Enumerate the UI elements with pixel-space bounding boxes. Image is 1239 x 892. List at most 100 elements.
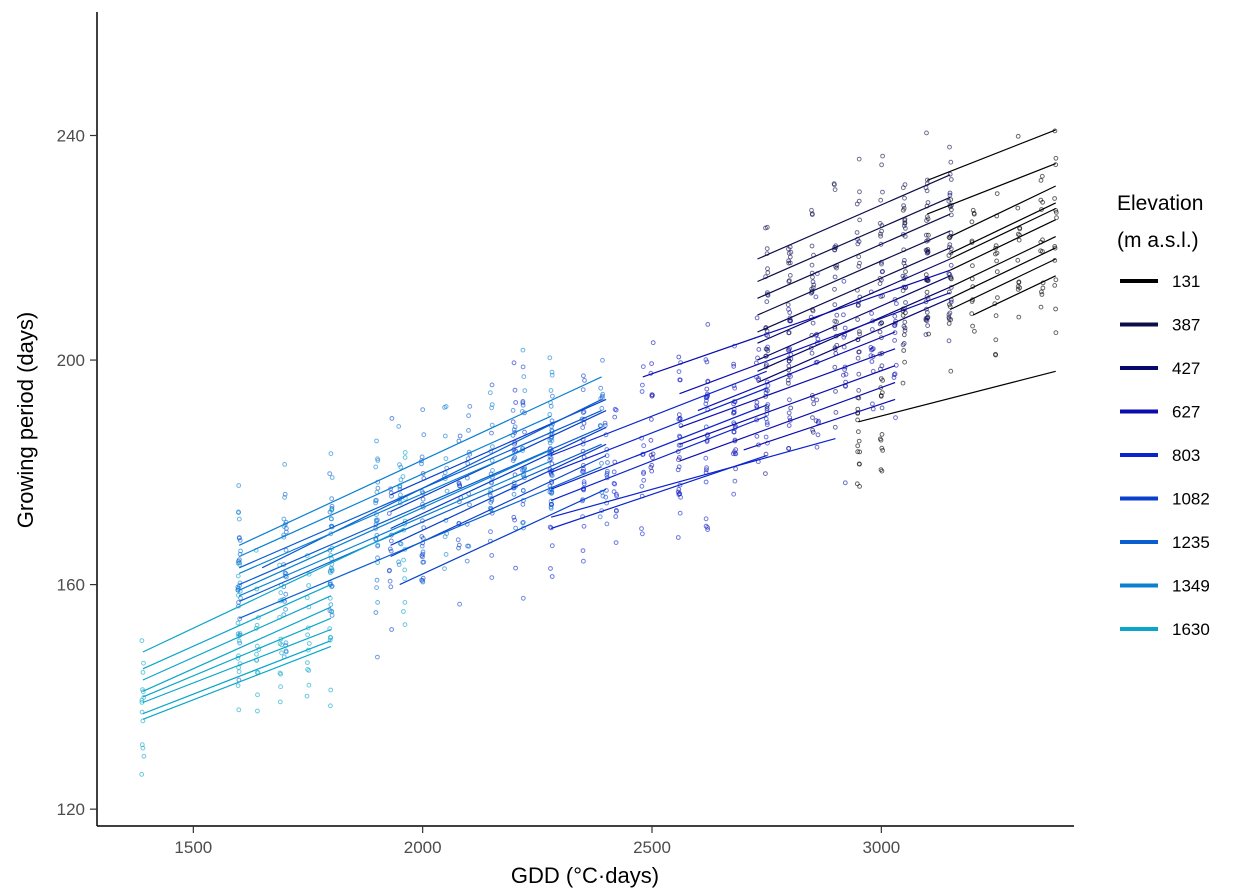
data-point: [857, 484, 862, 489]
data-point: [703, 516, 709, 522]
data-point: [329, 475, 335, 480]
data-point: [788, 405, 794, 411]
data-point: [513, 565, 518, 571]
data-point: [236, 600, 241, 605]
data-point: [832, 274, 838, 280]
regression-line: [142, 628, 332, 704]
data-point: [902, 319, 908, 325]
regression-line: [142, 617, 332, 698]
data-point: [857, 217, 862, 223]
data-point: [602, 420, 608, 426]
data-point: [306, 583, 312, 588]
data-point: [235, 573, 241, 579]
data-point: [282, 495, 288, 500]
data-point: [139, 709, 145, 715]
data-point: [946, 316, 952, 322]
data-point: [948, 212, 954, 218]
data-point: [733, 451, 739, 457]
regression-line: [142, 640, 332, 715]
data-point: [402, 600, 408, 605]
data-point: [374, 577, 380, 583]
data-point: [488, 529, 493, 535]
data-point: [397, 462, 402, 468]
data-point: [678, 494, 683, 500]
regression-line: [926, 163, 1056, 215]
data-point: [581, 558, 586, 564]
data-point: [612, 406, 618, 412]
data-point: [675, 535, 681, 540]
data-point: [788, 318, 793, 323]
data-point: [548, 403, 554, 409]
regression-line: [261, 398, 602, 569]
legend: Elevation (m a.s.l.) 131 387 427 627 803 1082…: [1117, 192, 1210, 639]
data-point: [579, 416, 585, 422]
data-point: [787, 397, 792, 403]
data-point: [1053, 306, 1058, 312]
data-point: [786, 306, 791, 312]
data-point: [510, 408, 516, 413]
data-point: [925, 200, 931, 205]
data-point: [1052, 196, 1057, 201]
data-point: [832, 187, 838, 193]
data-point: [456, 545, 461, 551]
data-point: [786, 358, 792, 364]
data-point: [599, 405, 605, 411]
data-point: [900, 273, 906, 279]
data-point: [305, 660, 310, 665]
data-point: [455, 537, 461, 543]
data-point: [398, 464, 404, 470]
data-point: [282, 462, 288, 467]
data-point: [868, 345, 874, 350]
data-point: [387, 546, 393, 552]
data-point: [373, 610, 379, 615]
data-point: [141, 660, 146, 666]
data-point: [948, 250, 954, 256]
data-point: [947, 144, 952, 150]
data-point: [949, 276, 954, 282]
data-point: [580, 469, 585, 474]
data-point: [676, 464, 682, 470]
data-point: [878, 233, 883, 239]
data-point: [842, 325, 848, 331]
data-point: [926, 232, 931, 238]
data-point: [1016, 237, 1022, 243]
data-point: [832, 302, 838, 308]
regression-line: [642, 269, 951, 378]
data-point: [810, 427, 815, 433]
data-point: [467, 502, 472, 508]
legend-label: 1082: [1172, 490, 1210, 509]
scatter-points: [139, 128, 1059, 777]
data-point: [813, 294, 819, 300]
data-point: [704, 386, 710, 392]
regression-line: [238, 449, 524, 574]
data-point: [237, 562, 243, 567]
data-point: [612, 481, 618, 487]
data-point: [703, 479, 709, 485]
data-point: [732, 478, 738, 484]
data-point: [901, 341, 907, 346]
regression-line: [949, 207, 1056, 260]
data-point: [704, 465, 709, 471]
data-point: [855, 355, 861, 361]
data-point: [903, 269, 908, 275]
regression-line: [757, 174, 951, 260]
data-point: [731, 409, 737, 415]
data-point: [841, 334, 847, 340]
data-point: [785, 377, 791, 383]
data-point: [396, 559, 402, 565]
data-point: [604, 472, 610, 478]
data-point: [283, 547, 289, 553]
data-point: [139, 742, 145, 748]
data-point: [705, 525, 710, 530]
data-point: [833, 389, 838, 394]
data-point: [487, 390, 493, 396]
data-point: [854, 201, 860, 207]
data-point: [841, 278, 847, 284]
data-point: [283, 591, 289, 597]
data-point: [614, 493, 619, 499]
data-point: [305, 667, 311, 672]
regression-line: [949, 185, 1056, 238]
data-point: [703, 357, 709, 363]
regression-line: [949, 247, 1056, 299]
